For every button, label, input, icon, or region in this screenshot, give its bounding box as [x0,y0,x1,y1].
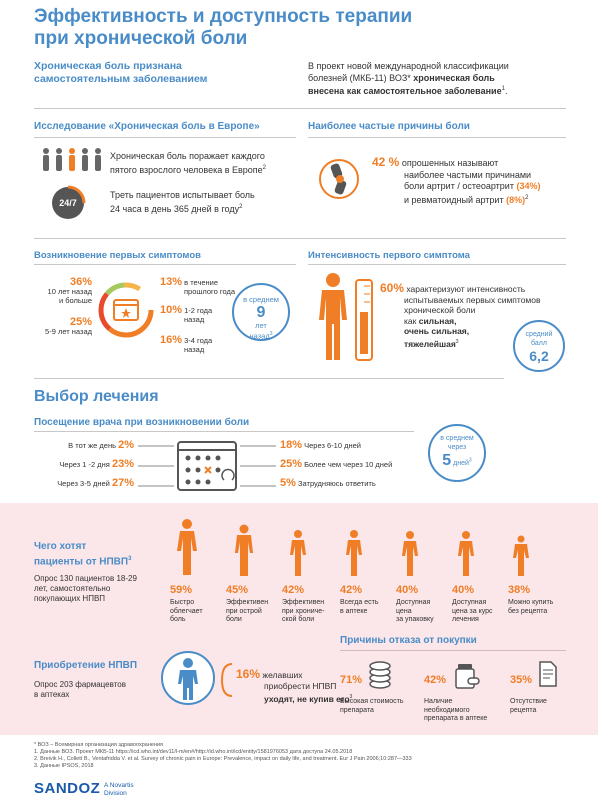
clock-24-7-icon [52,185,86,219]
sandoz-logo: SANDOZ [34,780,101,797]
onset-right-3: 16% 3-4 года назад [160,334,213,355]
nsaid-buy-heading: Приобретение НПВП [34,660,138,671]
footnotes: * ВОЗ – Всемирная организация здравоохра… [34,742,412,769]
refusal-pct-2: 42% [424,674,447,686]
visit-left-2: Через 1 -2 дня 23% [59,458,134,470]
person-silhouette-icon [458,531,474,576]
calendar-ring-icon [98,282,154,338]
nsaid-want-item: 45% Эффективен при острой боли [226,584,269,623]
onset-left-2: 25% 5-9 лет назад [45,316,92,337]
person-silhouette-icon [402,531,418,576]
divider [308,137,566,138]
intensity-text: 60% характеризуют интенсивность испытыва… [380,281,541,349]
divider [308,264,566,265]
nsaid-want-heading: Чего хотят пациенты от НПВП3 [34,541,132,568]
person-silhouette-icon [290,530,306,576]
nsaid-want-item: 42% Всегда есть в аптеке [340,584,379,615]
clock-label: 24/7 [59,198,77,208]
calendar-grid-icon [138,441,276,491]
visit-left-3: Через 3-5 дней 27% [57,477,134,489]
recognition-text: В проект новой международной классификац… [308,61,509,96]
person-silhouette-icon [319,273,347,360]
causes-text: 42 % опрошенных называют наиболее частым… [372,155,541,205]
onset-average-badge: в среднем 9 лет назад3 [232,283,290,341]
causes-heading: Наиболее частые причины боли [308,121,470,132]
divider [34,137,296,138]
prescription-doc-icon [539,661,557,687]
pain-scale-ruler-icon [355,279,373,361]
people-group-icon [43,148,101,171]
nsaid-want-item: 38% Можно купить без рецепта [508,584,554,615]
person-silhouette-icon [177,519,197,575]
visit-average-badge: в среднем через 5 дней3 [428,424,486,482]
study-fact-2: Треть пациентов испытывает боль 24 часа … [110,190,255,214]
intensity-average-badge: средний балл 6,2 [513,320,565,372]
refusal-pct-1: 71% [340,674,363,686]
coins-stack-icon [369,661,391,689]
visit-left-1: В тот же день 2% [68,439,134,451]
person-silhouette-icon [235,524,253,576]
visit-right-1: 18% Через 6-10 дней [280,439,361,451]
nsaid-want-item: 59% Быстро облегчает боль [170,584,203,623]
refusal-label-1: Высокая стоимость препарата [340,698,404,714]
nsaid-want-item: 40% Доступная цена за курс лечения [452,584,493,623]
page-title: Эффективность и доступность терапии при … [34,6,413,49]
novartis-division: A Novartis Division [104,782,134,797]
visit-heading: Посещение врача при возникновении боли [34,417,250,428]
divider [34,238,566,239]
divider [34,431,414,432]
divider [340,650,566,651]
knee-joint-icon [319,159,359,199]
treatment-heading: Выбор лечения [34,388,159,405]
visit-right-3: 5% Затрудняюсь ответить [280,477,376,489]
person-silhouette-icon [513,535,529,576]
nsaid-want-item: 40% Доступная цена за упаковку [396,584,434,623]
recognition-heading: Хроническая боль признана самостоятельны… [34,60,208,85]
refusal-label-2: Наличие необходимого препарата в аптеке [424,698,488,722]
divider [34,264,296,265]
person-silhouette-icon [346,530,362,576]
person-leaving-icon [161,651,215,705]
onset-heading: Возникновение первых симптомов [34,250,201,261]
divider [34,378,504,379]
nsaid-buy-text: 16% желавших приобрести НПВП уходят, не … [236,667,353,704]
study-heading: Исследование «Хроническая боль в Европе» [34,121,260,132]
bracket-decoration [220,663,233,697]
divider [34,108,566,109]
onset-right-1: 13% в течение прошлого года [160,276,236,297]
pill-bottle-icon [455,664,480,689]
nsaid-want-item: 42% Эффективен при хрониче-ской боли [282,584,325,623]
refusal-label-3: Отсутствие рецепта [510,698,547,714]
visit-right-2: 25% Более чем через 10 дней [280,458,393,470]
intensity-heading: Интенсивность первого симптома [308,250,470,261]
onset-left-1: 36% 10 лет назад и больше [47,276,92,306]
study-fact-1: Хроническая боль поражает каждого пятого… [110,151,267,175]
refusal-heading: Причины отказа от покупки [340,635,477,646]
refusal-pct-3: 35% [510,674,533,686]
onset-right-2: 10% 1-2 года назад [160,304,213,325]
nsaid-want-desc: Опрос 130 пациентов 18-29 лет, самостоят… [34,574,137,603]
nsaid-buy-desc: Опрос 203 фармацевтов в аптеках [34,680,126,699]
